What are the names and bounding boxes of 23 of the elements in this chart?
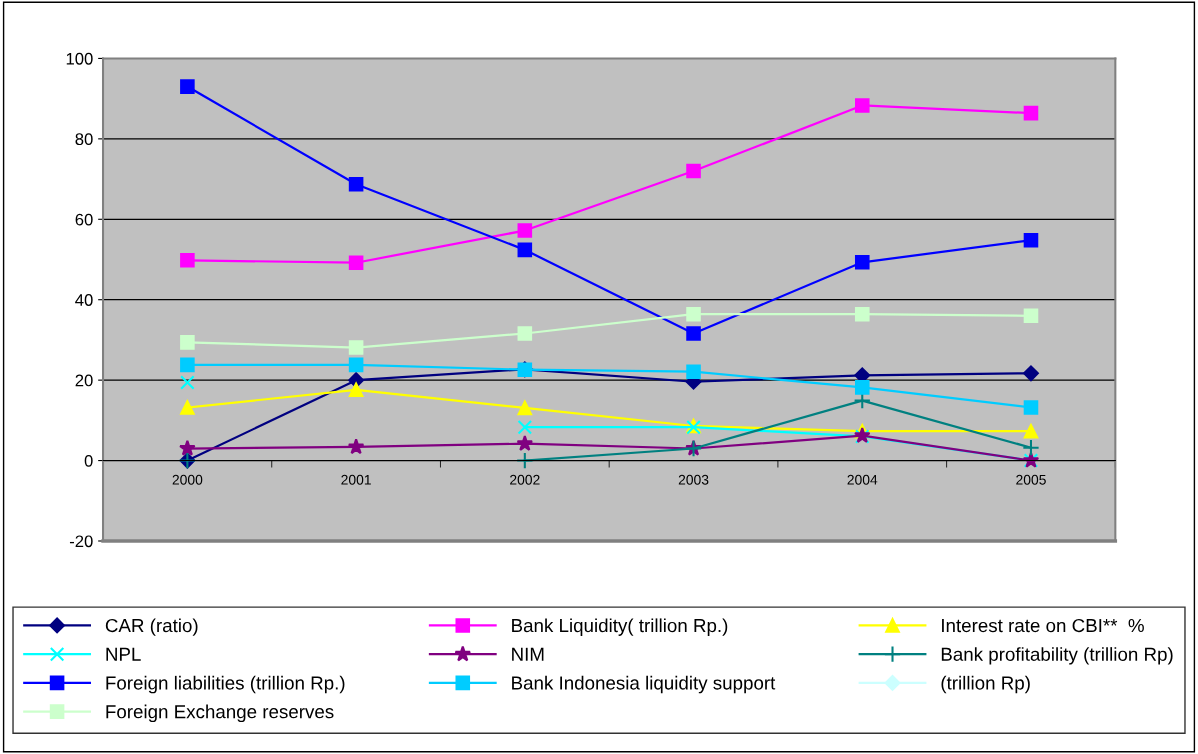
y-tick-label: 60 [75,213,93,226]
y-tick-label: 100 [66,52,93,65]
legend-label: Bank profitability (trillion Rp) [941,647,1173,665]
legend-label: Foreign liabilities (trillion Rp.) [106,675,345,694]
x-tick-label: 2003 [678,474,709,485]
legend-label: Interest rate on CBI** % [942,618,1144,633]
x-tick-label: 2001 [341,474,371,485]
x-tick-label: 2000 [172,474,203,485]
x-tick-label: 2004 [847,474,878,485]
legend-label: Bank Indonesia liquidity support [512,675,776,694]
legend-label: CAR (ratio) [105,618,198,636]
legend-label: Bank Liquidity( trillion Rp.) [512,618,728,636]
y-tick-label: 0 [84,454,93,467]
y-tick-label: 40 [75,294,93,306]
legend-label: NIM [512,647,544,661]
x-tick-label: 2005 [1016,474,1046,485]
y-tick-label: 20 [75,374,93,387]
legend-label: Foreign Exchange reserves [106,704,334,723]
y-tick-label: -20 [69,535,93,548]
x-tick-label: 2002 [510,474,540,485]
legend-label: (trillion Rp) [941,675,1030,694]
y-tick-label: 80 [75,133,93,146]
legend-label: NPL [106,647,141,661]
